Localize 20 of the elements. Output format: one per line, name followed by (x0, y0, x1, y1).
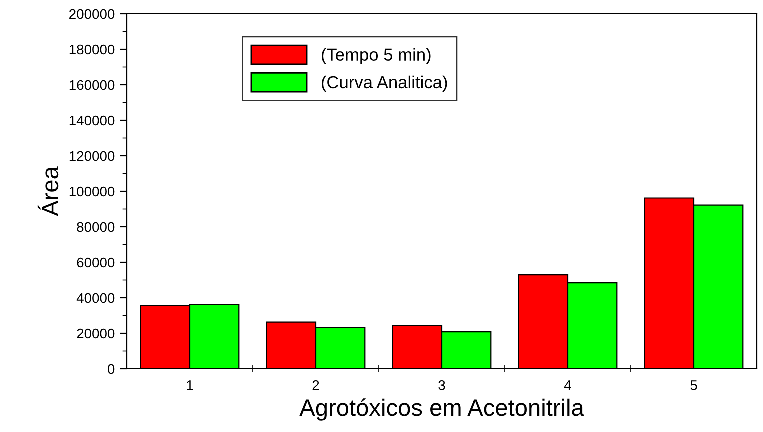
x-tick-label: 4 (564, 380, 572, 390)
y-tick-label: 20000 (77, 328, 115, 339)
y-tick-label: 160000 (70, 80, 115, 90)
y-tick-label: 60000 (77, 258, 115, 268)
legend-label: (Curva Analitica) (322, 76, 448, 92)
y-tick-label: 180000 (70, 44, 115, 55)
y-tick-label: 120000 (70, 151, 115, 162)
x-tick-label: 2 (312, 380, 320, 390)
x-tick-label: 5 (690, 380, 698, 390)
legend-label: (Tempo 5 min) (322, 48, 431, 64)
y-tick-label: 140000 (70, 116, 115, 126)
y-tick-label: 100000 (70, 186, 115, 197)
x-tick-label: 3 (438, 380, 446, 390)
x-axis-title: Agrotóxicos em Acetonitrila (300, 398, 584, 421)
y-tick-label: 80000 (77, 222, 115, 232)
x-tick-label: 1 (187, 380, 194, 390)
y-axis-title: Área (38, 166, 59, 216)
y-tick-label: 40000 (76, 293, 115, 304)
y-tick-label: 0 (108, 364, 115, 374)
y-tick-label: 200000 (70, 9, 115, 20)
